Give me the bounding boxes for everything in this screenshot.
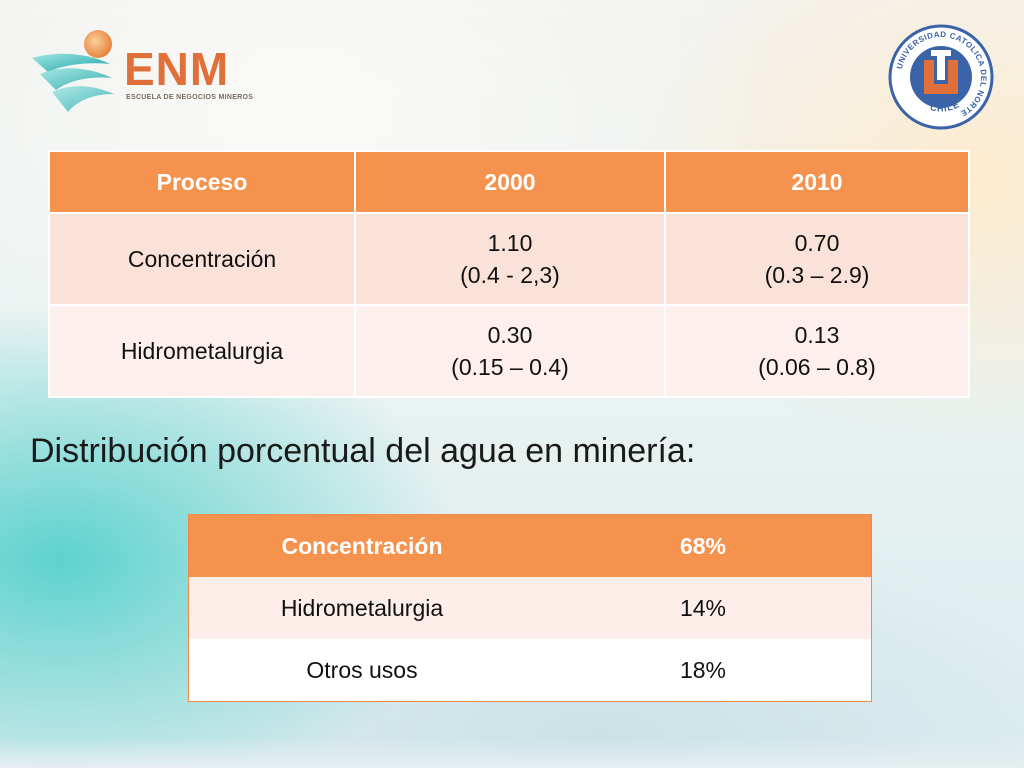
header-2010: 2010 [664,150,970,214]
table-header-row: Concentración 68% [188,514,872,577]
header-value: 68% [535,514,872,577]
cell-value: 18% [535,639,872,702]
cell-label: Hidrometalurgia [188,577,535,639]
water-distribution-table: Concentración 68% Hidrometalurgia 14% Ot… [188,514,872,702]
table-row: Concentración 1.10 (0.4 - 2,3) 0.70 (0.3… [48,212,970,306]
cell-2000: 1.10 (0.4 - 2,3) [354,212,666,306]
table-header-row: Proceso 2000 2010 [48,150,970,214]
cell-label: Otros usos [188,639,535,702]
bottom-band [0,738,1024,768]
cell-range: (0.06 – 0.8) [758,354,876,380]
section-heading: Distribución porcentual del agua en mine… [30,432,696,470]
header-proceso: Proceso [48,150,356,214]
cell-value: 0.70 [794,230,840,256]
enm-emblem-icon [32,30,114,112]
enm-subtitle: ESCUELA DE NEGOCIOS MINEROS [126,94,254,101]
cell-2000: 0.30 (0.15 – 0.4) [354,304,666,398]
cell-value: 1.10 [487,230,533,256]
cell-2010: 0.13 (0.06 – 0.8) [664,304,970,398]
header-label: Concentración [188,514,535,577]
cell-range: (0.4 - 2,3) [460,262,560,288]
cell-value: 14% [535,577,872,639]
table-row: Hidrometalurgia 0.30 (0.15 – 0.4) 0.13 (… [48,304,970,398]
header-2000: 2000 [354,150,666,214]
table-row: Otros usos 18% [188,639,872,702]
table-row: Hidrometalurgia 14% [188,577,872,639]
ucn-seal: UNIVERSIDAD CATOLICA DEL NORTE CHILE [888,24,994,130]
water-use-table: Proceso 2000 2010 Concentración 1.10 (0.… [48,150,970,398]
university-seal-icon: UNIVERSIDAD CATOLICA DEL NORTE CHILE [888,24,994,130]
cell-proceso: Hidrometalurgia [48,304,356,398]
enm-logo [30,28,260,118]
enm-wordmark: ENM [124,43,230,95]
cell-proceso: Concentración [48,212,356,306]
cell-range: (0.15 – 0.4) [451,354,569,380]
cell-value: 0.30 [487,322,533,348]
cell-value: 0.13 [794,322,840,348]
cell-range: (0.3 – 2.9) [764,262,870,288]
cell-2010: 0.70 (0.3 – 2.9) [664,212,970,306]
